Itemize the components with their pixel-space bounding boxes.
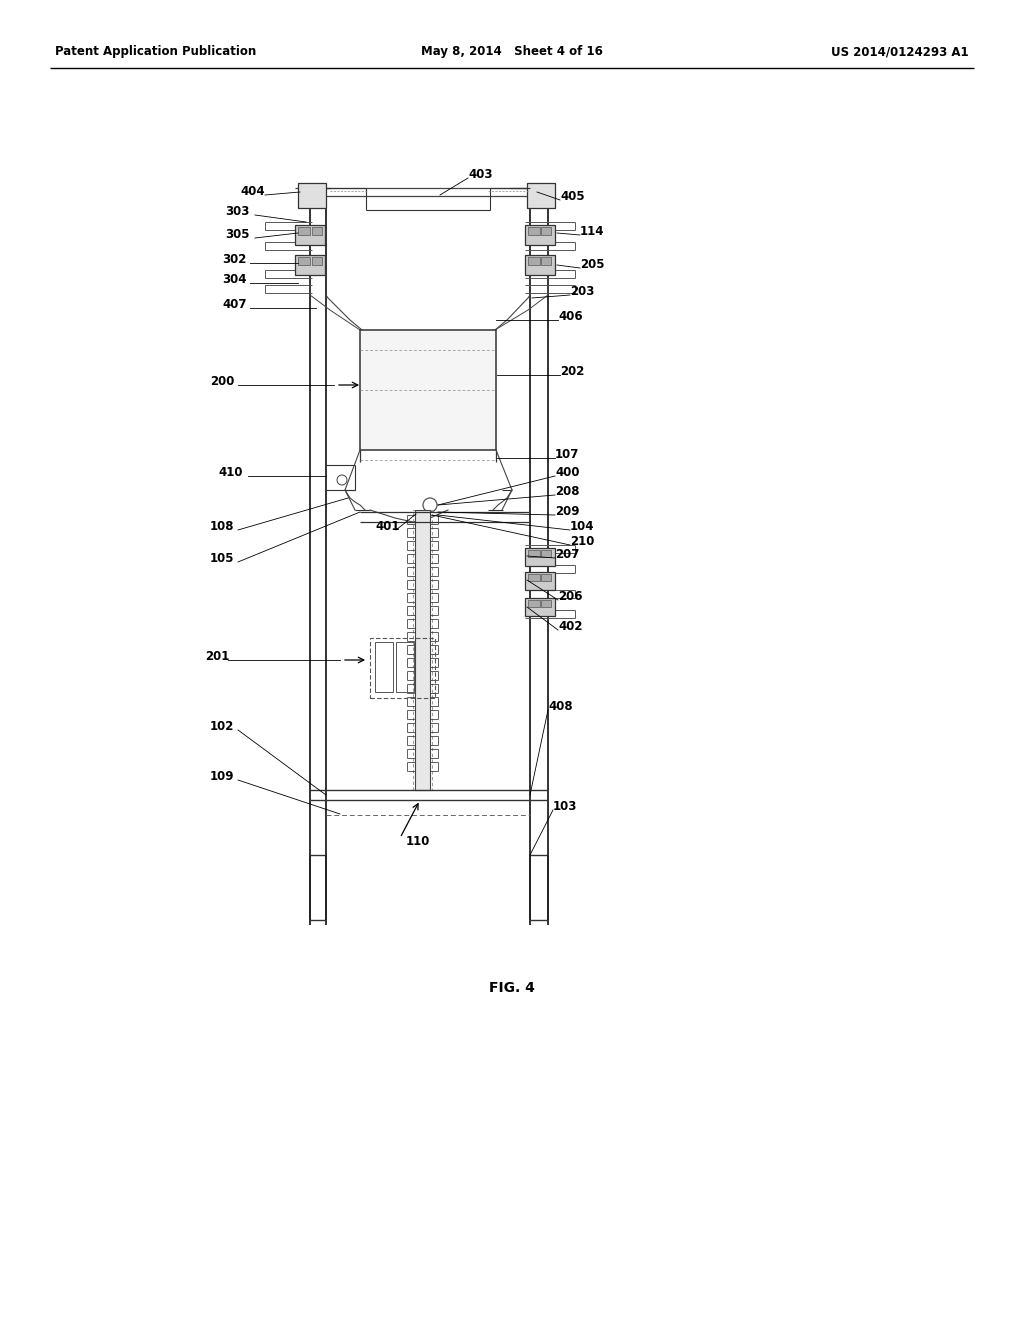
Text: 408: 408 [548,700,572,713]
Text: FIG. 4: FIG. 4 [489,981,535,995]
Bar [541,601,551,607]
Text: 201: 201 [205,649,229,663]
Text: 104: 104 [570,520,595,533]
Bar [528,257,540,265]
Text: 406: 406 [558,310,583,323]
Bar [528,574,540,581]
Bar [415,510,430,789]
Text: 110: 110 [406,836,430,847]
Text: 302: 302 [222,253,247,267]
Bar [360,330,496,450]
Bar [298,183,326,209]
Bar [525,548,555,566]
Bar [375,642,393,692]
Text: 109: 109 [210,770,234,783]
Text: 405: 405 [560,190,585,203]
Text: 403: 403 [468,168,493,181]
Text: 103: 103 [553,800,578,813]
Bar [396,642,414,692]
Text: 203: 203 [570,285,594,298]
Text: 202: 202 [560,366,585,378]
Text: 304: 304 [222,273,247,286]
Bar [528,550,540,557]
Text: 207: 207 [555,548,580,561]
Text: May 8, 2014   Sheet 4 of 16: May 8, 2014 Sheet 4 of 16 [421,45,603,58]
Bar [541,227,551,235]
Text: 401: 401 [375,520,399,533]
Bar [528,601,540,607]
Text: 210: 210 [570,535,594,548]
Bar [312,257,322,265]
Text: 402: 402 [558,620,583,634]
Bar [527,183,555,209]
Bar [541,574,551,581]
Text: 108: 108 [210,520,234,533]
Text: 303: 303 [225,205,250,218]
Text: 102: 102 [210,719,234,733]
Text: 107: 107 [555,447,580,461]
Text: 200: 200 [210,375,234,388]
Text: US 2014/0124293 A1: US 2014/0124293 A1 [831,45,969,58]
Text: 205: 205 [580,257,604,271]
Bar [295,224,325,246]
Bar [541,257,551,265]
Text: Patent Application Publication: Patent Application Publication [55,45,256,58]
Text: 410: 410 [218,466,243,479]
Bar [525,255,555,275]
Text: 208: 208 [555,484,580,498]
Bar [298,227,310,235]
Text: 400: 400 [555,466,580,479]
Bar [295,255,325,275]
Bar [413,510,432,789]
Bar [298,257,310,265]
Bar [312,227,322,235]
Text: 404: 404 [240,185,264,198]
Bar [525,572,555,590]
Text: 105: 105 [210,552,234,565]
Text: 114: 114 [580,224,604,238]
Bar [370,638,435,698]
Bar [528,227,540,235]
Bar [525,224,555,246]
Text: 206: 206 [558,590,583,603]
Bar [541,550,551,557]
Text: 407: 407 [222,298,247,312]
Text: 305: 305 [225,228,250,242]
Bar [525,598,555,616]
Text: 209: 209 [555,506,580,517]
